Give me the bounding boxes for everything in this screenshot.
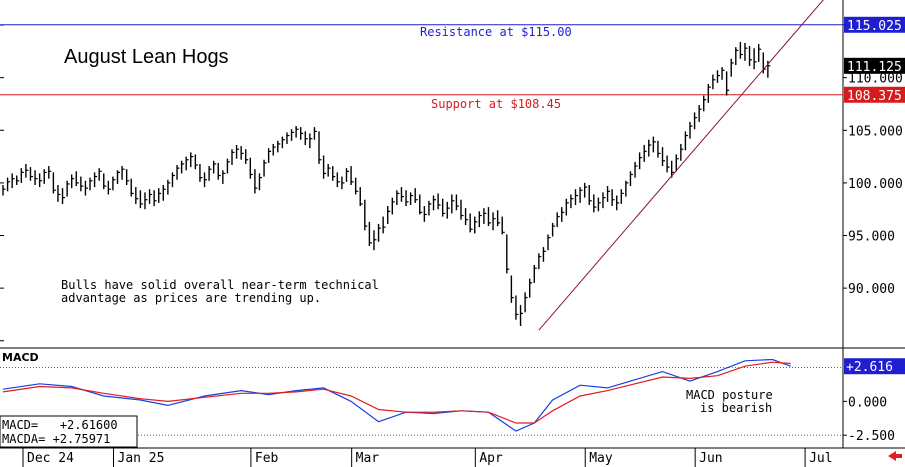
macd-tick-label: 0.000 [848, 395, 887, 410]
macd-line [2, 358, 792, 432]
month-label: Jan 25 [118, 451, 165, 466]
support-axis-box [844, 86, 905, 103]
resistance-label: Resistance at $115.00 [420, 25, 572, 39]
month-label: Feb [255, 451, 279, 466]
macda-readout: MACDA= +2.75971 [2, 432, 110, 446]
support-axis-label: 108.375 [847, 89, 902, 104]
month-label: May [589, 451, 613, 466]
macd-average-line [2, 361, 791, 424]
scroll-right-arrow-icon[interactable] [888, 451, 902, 461]
macd-last-label: +2.616 [846, 360, 893, 375]
month-label: Jul [809, 451, 832, 466]
price-tick-label: 95.000 [848, 230, 895, 245]
price-tick-label: 105.000 [848, 124, 903, 139]
month-label: Jun [699, 451, 722, 466]
macd-last-box [844, 358, 905, 375]
resistance-axis-box [844, 16, 905, 33]
annotation-line-2: advantage as prices are trending up. [61, 291, 321, 305]
price-tick-label: 90.000 [848, 282, 895, 297]
annotation-line-1: Bulls have solid overall near-term techn… [61, 278, 379, 292]
macd-readout: MACD= +2.61600 [2, 418, 118, 432]
macd-panel-label: MACD [2, 351, 39, 364]
macd-panel: 0.000 -2.500 +2.616 [0, 358, 905, 444]
chart-title: August Lean Hogs [64, 46, 229, 68]
macd-annotation-line-2: is bearish [700, 401, 772, 415]
month-label: Mar [356, 451, 380, 466]
month-label: Apr [479, 451, 503, 466]
last-price-label: 111.125 [847, 60, 902, 75]
month-label: Dec 24 [27, 451, 74, 466]
price-panel: 110.000 105.000 100.000 95.000 90.000 115.025… [0, 0, 905, 448]
last-price-box [844, 57, 905, 74]
macd-readout-box [0, 415, 138, 448]
price-tick-label: 110.000 [848, 72, 903, 87]
time-axis: Dec 24 Jan 25 Feb Mar Apr May Jun Jul [22, 448, 833, 467]
uptrend-line [538, 0, 824, 331]
price-tick-label: 100.000 [848, 177, 903, 192]
macd-tick-label: -2.500 [848, 429, 895, 444]
support-label: Support at $108.45 [431, 97, 561, 111]
macd-annotation-line-1: MACD posture [686, 388, 773, 402]
resistance-axis-label: 115.025 [847, 19, 902, 34]
